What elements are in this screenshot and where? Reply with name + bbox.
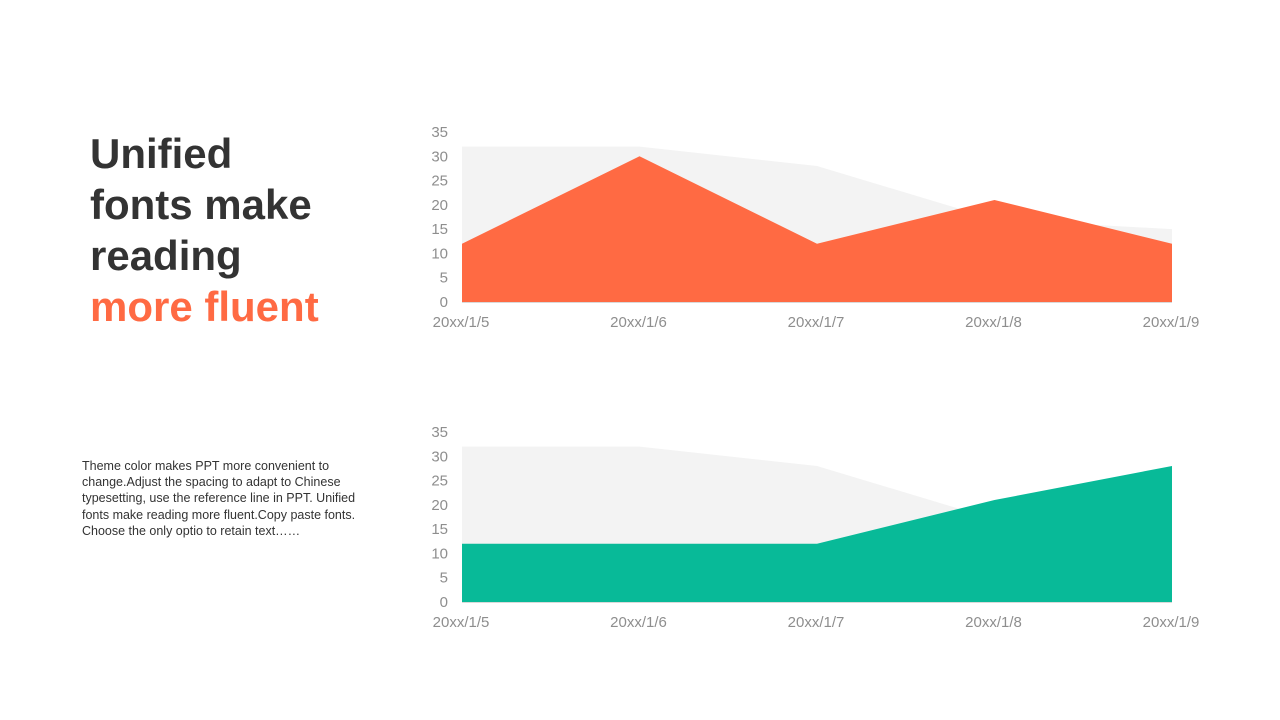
top-y-tick-label: 30 (431, 148, 448, 165)
top-area-series-2 (462, 156, 1172, 302)
bottom-x-tick-label: 20xx/1/9 (1143, 614, 1200, 631)
bottom-x-tick-label: 20xx/1/7 (788, 614, 845, 631)
top-y-tick-label: 0 (440, 294, 448, 311)
bottom-x-tick-label: 20xx/1/6 (610, 614, 667, 631)
top-x-tick-label: 20xx/1/7 (788, 314, 845, 331)
bottom-y-tick-label: 30 (431, 448, 448, 465)
headline-line-3: reading (90, 232, 242, 279)
top-x-tick-label: 20xx/1/8 (965, 314, 1022, 331)
bottom-x-tick-label: 20xx/1/5 (433, 614, 490, 631)
top-y-tick-label: 5 (440, 270, 448, 287)
top-y-tick-label: 20 (431, 197, 448, 214)
bottom-y-tick-label: 10 (431, 545, 448, 562)
bottom-y-tick-label: 0 (440, 594, 448, 611)
chart-top: 0 5 10 15 20 25 30 35 20xx/1/5 20xx/1/6 20xx/1/7 20… (431, 124, 1200, 331)
bottom-y-tick-label: 25 (431, 473, 448, 490)
bottom-y-tick-label: 5 (440, 570, 448, 587)
headline-line-1: Unified (90, 130, 233, 177)
headline-line-2: fonts make (90, 181, 312, 228)
bottom-x-tick-label: 20xx/1/8 (965, 614, 1022, 631)
headline-accent-line: more fluent (90, 283, 319, 330)
top-y-tick-label: 25 (431, 173, 448, 190)
body-text: Theme color makes PPT more convenient to… (82, 459, 356, 538)
top-y-tick-label: 35 (431, 124, 448, 141)
bottom-y-tick-label: 20 (431, 497, 448, 514)
top-x-tick-label: 20xx/1/6 (610, 314, 667, 331)
top-y-tick-label: 15 (431, 221, 448, 238)
bottom-y-tick-label: 15 (431, 521, 448, 538)
top-x-tick-label: 20xx/1/5 (433, 314, 490, 331)
bottom-area-series-2 (462, 466, 1172, 602)
bottom-y-tick-label: 35 (431, 424, 448, 441)
top-y-tick-label: 10 (431, 245, 448, 262)
headline: Unified fonts make reading more fluent (90, 128, 390, 332)
top-x-tick-label: 20xx/1/9 (1143, 314, 1200, 331)
